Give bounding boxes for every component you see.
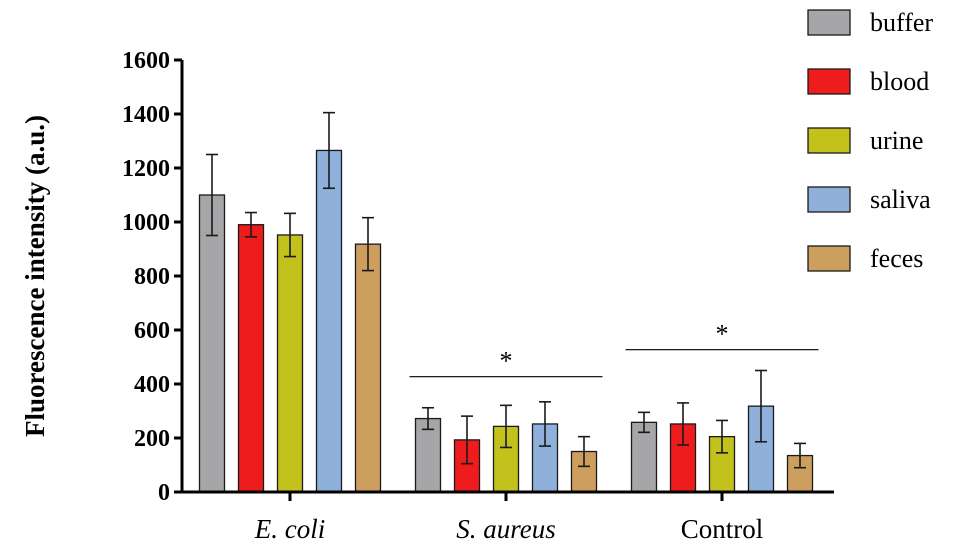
bar-blood-0 <box>237 224 265 493</box>
significance-marker-0: * <box>500 347 513 376</box>
error-bar-urine-2 <box>716 419 728 454</box>
legend-item-saliva: saliva <box>807 185 931 214</box>
error-bar-urine-0 <box>284 212 296 258</box>
x-tick-label-2: Control <box>681 514 764 544</box>
legend-item-urine: urine <box>807 126 923 155</box>
legend-item-feces: feces <box>807 244 923 273</box>
error-bar-blood-0 <box>245 211 257 238</box>
error-bar-saliva-1 <box>539 401 551 447</box>
legend-label: buffer <box>870 8 933 37</box>
bar-buffer-0 <box>198 194 226 493</box>
legend-item-buffer: buffer <box>807 8 933 37</box>
error-bar-feces-0 <box>362 216 374 272</box>
legend-label: saliva <box>870 185 931 214</box>
x-tick-label-1: S. aureus <box>456 514 556 544</box>
y-axis-label: Fluorescence intensity (a.u.) <box>20 115 50 437</box>
error-bar-buffer-1 <box>422 406 434 431</box>
y-tick-label-1600: 1600 <box>122 48 170 74</box>
bars-layer <box>198 111 814 493</box>
y-tick-label-1200: 1200 <box>122 156 170 182</box>
y-tick-label-600: 600 <box>134 318 170 344</box>
significance-marker-1: * <box>716 320 729 349</box>
legend-item-blood: blood <box>807 67 929 96</box>
y-tick-label-400: 400 <box>134 372 170 398</box>
error-bar-saliva-2 <box>755 369 767 443</box>
error-bar-urine-1 <box>500 404 512 449</box>
y-tick-label-1400: 1400 <box>122 102 170 128</box>
error-bar-feces-2 <box>794 442 806 469</box>
error-bar-blood-2 <box>677 402 689 446</box>
legend-label: blood <box>870 67 929 96</box>
legend: buffer blood urine saliva feces <box>807 8 933 273</box>
legend-swatch <box>807 245 851 272</box>
error-bar-feces-1 <box>578 435 590 468</box>
legend-swatch <box>807 127 851 154</box>
bar-buffer-1 <box>414 417 442 493</box>
error-bar-saliva-0 <box>323 111 335 190</box>
bar-feces-0 <box>354 243 382 493</box>
legend-label: feces <box>870 244 923 273</box>
bar-saliva-0 <box>315 149 343 493</box>
legend-swatch <box>807 68 851 95</box>
legend-swatch <box>807 9 851 36</box>
error-bar-buffer-0 <box>206 153 218 237</box>
x-tick-label-0: E. coli <box>254 514 325 544</box>
legend-label: urine <box>870 126 923 155</box>
error-bar-buffer-2 <box>638 411 650 434</box>
y-tick-label-1000: 1000 <box>122 210 170 236</box>
annotations-layer: ** <box>409 320 819 378</box>
legend-swatch <box>807 186 851 213</box>
axes-layer: 0 200 400 600 800 1000 1200 1400 1600 E. coli S. a… <box>122 48 834 544</box>
y-tick-label-0: 0 <box>158 480 170 506</box>
y-tick-label-200: 200 <box>134 426 170 452</box>
error-bar-blood-1 <box>461 415 473 465</box>
y-tick-label-800: 800 <box>134 264 170 290</box>
bar-urine-0 <box>276 234 304 493</box>
